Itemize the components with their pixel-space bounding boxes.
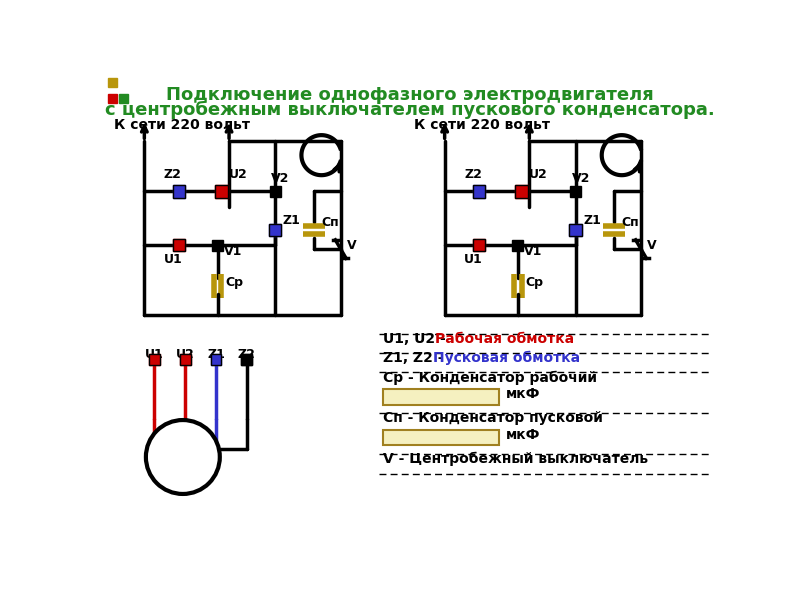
Bar — [269, 224, 282, 236]
Bar — [383, 430, 498, 445]
Text: К сети 220 вольт: К сети 220 вольт — [114, 118, 250, 132]
Text: Z1: Z1 — [283, 214, 301, 227]
Text: V: V — [347, 239, 357, 252]
Text: К сети 220 вольт: К сети 220 вольт — [414, 118, 550, 132]
Bar — [180, 354, 190, 365]
Text: U2: U2 — [530, 168, 548, 181]
Bar — [513, 240, 523, 251]
Text: V2: V2 — [572, 172, 590, 185]
Text: U1: U1 — [145, 347, 164, 361]
Bar — [173, 185, 185, 197]
Bar — [570, 224, 582, 236]
Text: U1: U1 — [464, 253, 482, 266]
Circle shape — [146, 420, 220, 494]
Bar — [212, 240, 223, 251]
Text: Z1, Z2 -: Z1, Z2 - — [383, 351, 449, 365]
Text: Пусковая обмотка: Пусковая обмотка — [433, 351, 580, 365]
Bar — [173, 239, 185, 251]
Text: V1: V1 — [224, 245, 242, 258]
Bar — [215, 185, 227, 197]
Text: с центробежным выключателем пускового конденсатора.: с центробежным выключателем пускового ко… — [105, 101, 715, 119]
Bar — [149, 354, 160, 365]
Bar — [108, 78, 118, 88]
Bar — [119, 94, 128, 103]
Text: Z2: Z2 — [164, 168, 182, 181]
Bar — [473, 239, 486, 251]
Text: 1 ~: 1 ~ — [168, 459, 198, 477]
Text: Z1: Z1 — [583, 214, 601, 227]
Bar — [473, 239, 486, 251]
Text: U2: U2 — [229, 168, 248, 181]
Bar — [210, 354, 222, 365]
Text: Сп: Сп — [322, 216, 339, 229]
Text: V: V — [647, 239, 657, 252]
Bar — [570, 224, 582, 236]
Bar — [570, 186, 581, 197]
Bar — [210, 354, 222, 365]
Text: Ср: Ср — [526, 276, 543, 289]
Bar — [173, 185, 185, 197]
Bar — [515, 185, 528, 197]
Text: Z1: Z1 — [207, 347, 225, 361]
Text: мкФ: мкФ — [506, 428, 541, 442]
Text: Ср: Ср — [226, 276, 243, 289]
Text: V2: V2 — [271, 172, 290, 185]
Bar — [173, 239, 185, 251]
Text: Ср - Конденсатор рабочий: Ср - Конденсатор рабочий — [383, 370, 597, 385]
Bar — [242, 354, 252, 365]
Text: мкФ: мкФ — [506, 387, 541, 401]
Text: U1: U1 — [163, 253, 182, 266]
Bar — [473, 185, 486, 197]
Bar — [269, 224, 282, 236]
Text: Сп: Сп — [622, 216, 639, 229]
Text: М: М — [173, 439, 194, 460]
Text: V1: V1 — [524, 245, 542, 258]
Text: Z2: Z2 — [464, 168, 482, 181]
Text: U2: U2 — [176, 347, 194, 361]
Text: V - Центробежный выключатель: V - Центробежный выключатель — [383, 452, 648, 466]
Text: Z2: Z2 — [238, 347, 256, 361]
Bar — [215, 185, 227, 197]
Bar — [515, 185, 528, 197]
Bar — [180, 354, 190, 365]
Bar — [270, 186, 281, 197]
Bar — [149, 354, 160, 365]
Text: U1, U2 -: U1, U2 - — [383, 332, 450, 346]
Text: Рабочая обмотка: Рабочая обмотка — [434, 332, 574, 346]
Bar — [108, 94, 118, 103]
Text: Сп - Конденсатор пусковой: Сп - Конденсатор пусковой — [383, 412, 603, 425]
Bar — [473, 185, 486, 197]
Bar — [242, 354, 252, 365]
Bar — [383, 389, 498, 404]
Text: Подключение однофазного электродвигателя: Подключение однофазного электродвигателя — [166, 86, 654, 104]
